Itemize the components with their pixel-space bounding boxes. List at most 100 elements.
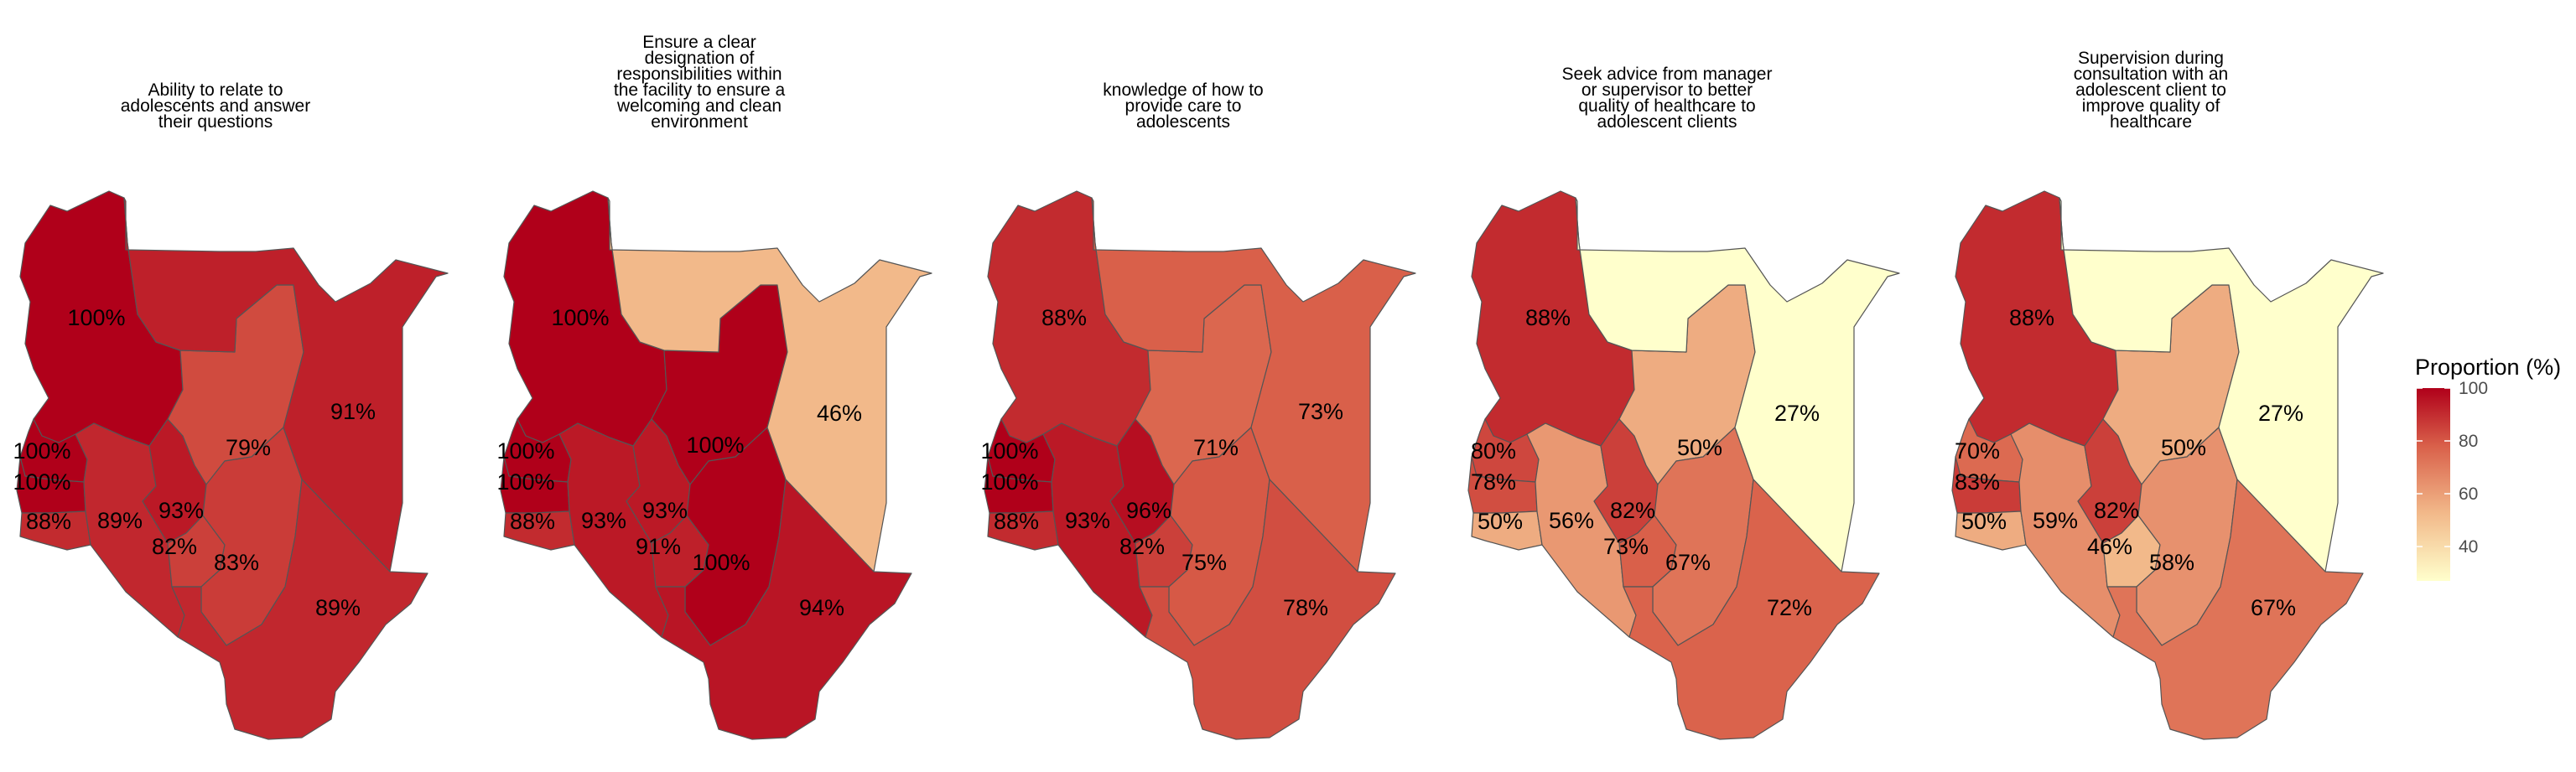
region-value-label: 79% [226, 435, 271, 460]
region-value-label: 50% [1961, 509, 2007, 534]
region-value-label: 100% [980, 469, 1038, 495]
panel-title-line: responsibilities within [616, 65, 782, 84]
region-coast [171, 479, 428, 740]
region-value-label: 46% [2087, 534, 2132, 559]
region-value-label: 100% [67, 305, 125, 330]
region-coast [655, 479, 912, 740]
region-value-label: 83% [1955, 469, 2000, 495]
region-north-east [1091, 197, 1416, 573]
region-value-label: 50% [1478, 509, 1523, 534]
panel-title-line: designation of [645, 49, 755, 68]
panel-title-line: or supervisor to better [1581, 80, 1753, 100]
region-value-label: 88% [26, 509, 71, 534]
legend-title: Proportion (%) [2415, 355, 2561, 380]
region-value-label: 88% [1041, 305, 1087, 330]
region-north-east [123, 197, 449, 573]
panel-title-line: improve quality of [2082, 96, 2220, 116]
region-value-label: 82% [2094, 498, 2139, 523]
panel-title-line: Supervision during [2078, 49, 2224, 68]
panel-title-line: knowledge of how to [1103, 80, 1263, 100]
region-value-label: 59% [2033, 508, 2078, 533]
region-value-label: 93% [642, 498, 688, 523]
region-south-west [503, 510, 575, 551]
region-coast [2106, 479, 2364, 740]
region-value-label: 100% [496, 438, 554, 464]
legend: Proportion (%) 100 80 60 40 [2415, 355, 2561, 581]
panel-title-line: the facility to ensure a [614, 80, 786, 100]
region-value-label: 88% [510, 509, 555, 534]
panel-title-line: consultation with an [2074, 65, 2228, 84]
region-value-label: 91% [330, 399, 376, 424]
region-coast [1623, 479, 1880, 740]
region-value-label: 100% [496, 469, 554, 495]
panel-title-line: adolescent client to [2075, 80, 2226, 100]
region-value-label: 50% [2161, 435, 2206, 460]
region-value-label: 70% [1955, 438, 2000, 464]
region-value-label: 73% [1603, 534, 1649, 559]
region-value-label: 94% [799, 595, 844, 620]
region-south-west [1955, 510, 2027, 551]
region-value-label: 71% [1193, 435, 1239, 460]
region-value-label: 50% [1677, 435, 1722, 460]
region-value-label: 96% [1126, 498, 1171, 523]
region-value-label: 89% [97, 508, 143, 533]
panel-title-line: welcoming and clean [616, 96, 782, 116]
panel-title-line: adolescents and answer [121, 96, 310, 116]
panel-title-line: quality of healthcare to [1578, 96, 1755, 116]
panel-title-line: Ensure a clear [642, 33, 756, 52]
region-value-label: 93% [1065, 508, 1110, 533]
region-value-label: 93% [158, 498, 204, 523]
region-value-label: 67% [1665, 550, 1711, 575]
region-value-label: 88% [2009, 305, 2054, 330]
region-value-label: 89% [315, 595, 361, 620]
panel-title-line: Ability to relate to [148, 80, 283, 100]
region-value-label: 67% [2251, 595, 2296, 620]
legend-colorbar [2417, 388, 2450, 581]
region-value-label: 100% [692, 550, 750, 575]
region-value-label: 93% [581, 508, 626, 533]
panel-title-line: adolescents [1136, 112, 1230, 132]
region-south-west [987, 510, 1059, 551]
region-north-east [2059, 197, 2384, 573]
region-value-label: 100% [13, 438, 70, 464]
region-value-label: 72% [1767, 595, 1812, 620]
panel-title-line: healthcare [2110, 112, 2192, 132]
region-value-label: 75% [1182, 550, 1227, 575]
panel-title-line: Seek advice from manager [1562, 65, 1773, 84]
region-value-label: 100% [13, 469, 70, 495]
legend-tick-label: 60 [2459, 484, 2478, 504]
region-value-label: 88% [994, 509, 1039, 534]
panel-title-line: provide care to [1125, 96, 1242, 116]
region-value-label: 82% [1119, 534, 1165, 559]
region-value-label: 88% [1525, 305, 1571, 330]
panel-title-line: environment [651, 112, 748, 132]
region-coast [1139, 479, 1396, 740]
region-value-label: 100% [686, 433, 744, 458]
region-south-west [19, 510, 91, 551]
region-value-label: 56% [1549, 508, 1594, 533]
region-value-label: 100% [980, 438, 1038, 464]
region-value-label: 82% [152, 534, 197, 559]
region-value-label: 58% [2149, 550, 2194, 575]
region-value-label: 83% [214, 550, 259, 575]
legend-tick-label: 100 [2459, 379, 2488, 398]
region-value-label: 46% [817, 401, 862, 426]
region-value-label: 100% [551, 305, 609, 330]
region-value-label: 82% [1610, 498, 1655, 523]
region-value-label: 27% [1774, 401, 1820, 426]
region-north-east [1575, 197, 1900, 573]
region-value-label: 27% [2258, 401, 2303, 426]
region-south-west [1471, 510, 1543, 551]
legend-ticks: 100 80 60 40 [2417, 379, 2488, 557]
